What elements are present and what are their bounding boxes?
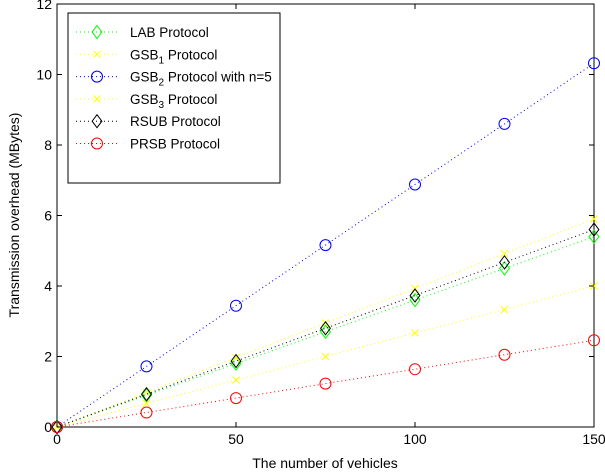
data-point	[499, 255, 510, 270]
y-tick-label: 6	[44, 208, 52, 224]
legend-entry: LAB Protocol	[76, 24, 209, 40]
data-point	[230, 392, 242, 405]
x-axis-label: The number of vehicles	[252, 455, 398, 471]
legend-label: GSB1 Protocol	[130, 47, 217, 66]
data-point	[51, 421, 63, 433]
data-point	[588, 229, 600, 244]
data-point	[230, 299, 242, 312]
data-point	[409, 288, 421, 303]
legend-entry: GSB2 Protocol with n=5	[76, 70, 272, 89]
series-5	[51, 222, 600, 435]
legend-marker	[91, 137, 103, 150]
series-line	[56, 62, 595, 428]
legend-marker	[93, 50, 101, 59]
data-point	[409, 178, 421, 191]
data-point	[588, 222, 600, 237]
legend-label: LAB Protocol	[130, 25, 209, 40]
legend-marker	[91, 113, 103, 129]
legend-marker	[93, 95, 101, 103]
data-point	[319, 239, 332, 252]
legend-label: GSB3 Protocol	[130, 92, 217, 111]
y-tick-label: 10	[36, 67, 52, 83]
legend-entry: PRSB Protocol	[76, 137, 220, 152]
legend-box	[67, 12, 281, 184]
data-point	[140, 406, 153, 419]
data-point	[499, 261, 510, 276]
legend-marker	[91, 70, 103, 83]
data-point	[588, 57, 600, 70]
data-point	[141, 386, 152, 402]
data-point	[140, 360, 153, 373]
data-point	[498, 348, 511, 361]
data-point	[500, 249, 509, 258]
series-6	[51, 334, 600, 433]
data-point	[141, 387, 152, 403]
series-line	[56, 236, 595, 428]
x-tick-label: 50	[228, 431, 244, 447]
y-axis-label: Transmission overhead (MBytes)	[6, 113, 22, 318]
data-point	[411, 329, 419, 337]
legend-entry: GSB3 Protocol	[76, 92, 217, 111]
y-tick-label: 12	[36, 0, 52, 12]
data-point	[142, 399, 151, 408]
data-point	[319, 377, 332, 390]
data-point	[232, 353, 240, 362]
data-point	[320, 320, 331, 336]
legend: LAB Protocol GSB1 Protocol GSB2 Protocol w…	[67, 12, 281, 184]
x-tick-label: 100	[403, 431, 427, 447]
data-point	[321, 352, 330, 361]
axes-layer: 0 50 100 150 0 2 4 6 8 10 12	[36, 0, 605, 447]
data-point	[230, 353, 242, 369]
data-point	[500, 305, 509, 314]
y-tick-label: 4	[44, 278, 52, 294]
x-tick-label: 0	[53, 431, 61, 447]
data-point	[232, 376, 240, 384]
data-point	[409, 363, 421, 376]
legend-entry: RSUB Protocol	[76, 113, 221, 129]
legend-marker	[91, 24, 103, 40]
legend-label: GSB2 Protocol with n=5	[130, 70, 272, 89]
data-point	[498, 117, 511, 130]
legend-entry: GSB1 Protocol	[76, 47, 217, 66]
y-tick-label: 2	[44, 349, 52, 365]
data-point	[590, 215, 598, 223]
data-point	[588, 334, 600, 347]
series-3	[51, 57, 600, 433]
data-point	[230, 356, 242, 371]
x-tick-label: 150	[582, 431, 605, 447]
y-tick-label: 8	[44, 137, 52, 153]
legend-label: RSUB Protocol	[130, 114, 221, 129]
series-line	[56, 229, 595, 428]
y-tick-label: 0	[44, 419, 52, 435]
data-point	[51, 419, 63, 435]
legend-label: PRSB Protocol	[130, 137, 220, 152]
